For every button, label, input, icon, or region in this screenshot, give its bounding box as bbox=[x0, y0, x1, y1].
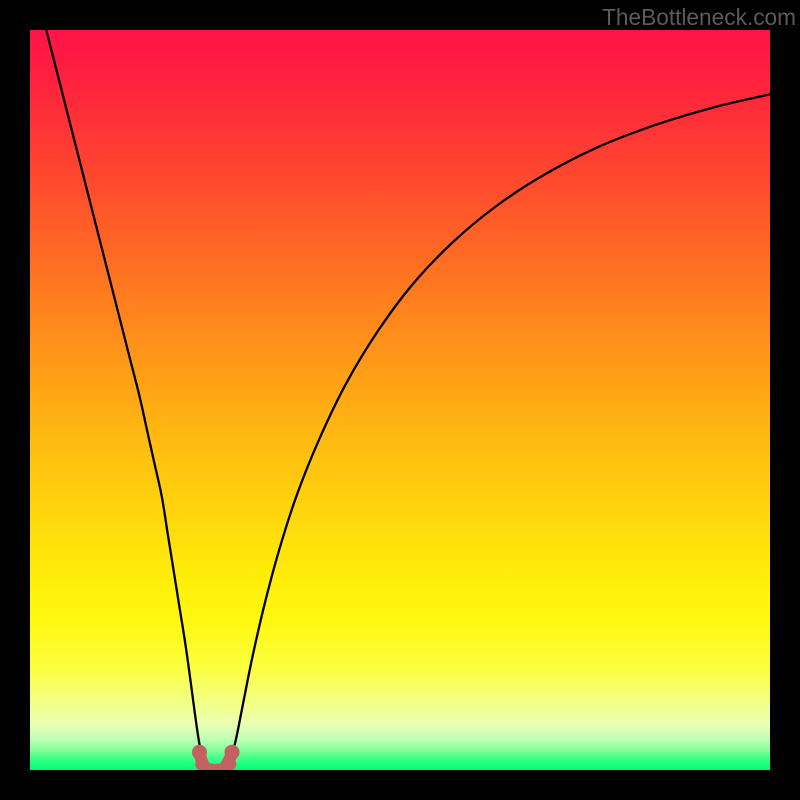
valley-dot bbox=[223, 758, 236, 770]
valley-endcap bbox=[192, 745, 207, 760]
chart-frame bbox=[30, 30, 770, 770]
watermark-text: TheBottleneck.com bbox=[602, 4, 796, 31]
valley-endcap bbox=[225, 745, 240, 760]
chart-root: TheBottleneck.com bbox=[0, 0, 800, 800]
chart-svg bbox=[30, 30, 770, 770]
chart-plot-area bbox=[30, 30, 770, 770]
